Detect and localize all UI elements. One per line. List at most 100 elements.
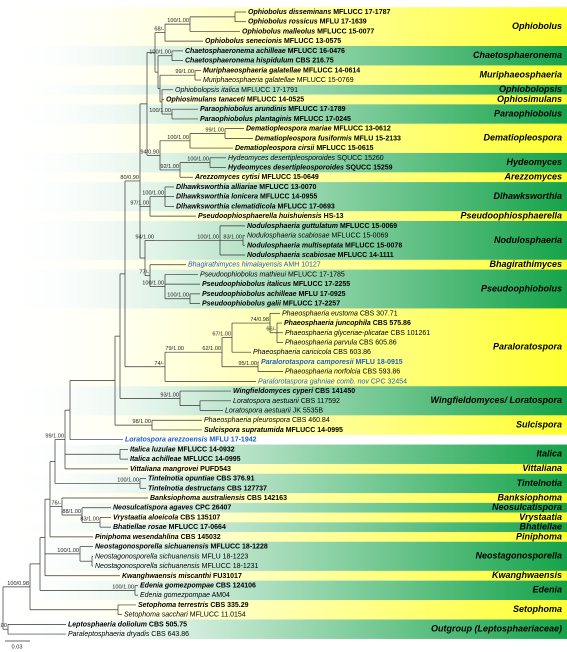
clade-label: Piniphoma xyxy=(516,531,562,541)
taxon-label: Ophiobolus malleolus MFLUCC 15-0077 xyxy=(242,28,374,35)
taxon-name: Phaeosphaeria parvula xyxy=(285,339,357,346)
taxon-strain: CBS 216.75 xyxy=(295,57,333,64)
taxon-strain: AMH 10127 xyxy=(284,262,321,269)
clade-label: Paraloratospora xyxy=(493,342,562,352)
taxon-name: Paralorotaspora camporesii xyxy=(261,359,355,366)
taxon-name: Dematiopleospora cirsii xyxy=(235,145,315,152)
support-value: 74/- xyxy=(154,361,164,367)
taxon-label: Nodulosphaeria scabiosae MFLUCC 14-1111 xyxy=(247,252,394,259)
support-value: 100/1.00 xyxy=(57,548,79,554)
clade-label: Pseudoophiosphaerella xyxy=(460,210,562,220)
clade-band xyxy=(0,211,567,221)
taxon-label: Dematiopleospora mariae MFLUCC 13-0612 xyxy=(246,125,391,132)
clade-label: Sulcispora xyxy=(516,419,562,429)
taxon-label: Nodulosphaeria multiseptata MFLUCC 15-00… xyxy=(247,242,402,249)
taxon-label: Banksiophoma australiensis CBS 142163 xyxy=(150,495,287,502)
taxon-strain: CBS 593.86 xyxy=(362,368,400,375)
taxon-label: Ophiobolus disseminans MFLUCC 17-1787 xyxy=(248,9,390,16)
taxon-label: Paralorotaspora gahniae comb. nov CPC 32… xyxy=(258,378,407,385)
taxon-name: Tintelnotia destructans xyxy=(148,485,225,492)
taxon-strain: MFLUCC 17-2257 xyxy=(283,300,340,307)
clade-band xyxy=(0,220,567,260)
support-value: 100/1.00 xyxy=(167,293,189,299)
taxon-label: Pseudoophiobolus mathieui MFLUCC 17-1785 xyxy=(200,271,345,278)
taxon-name: Setophoma sacchari xyxy=(124,611,188,618)
taxon-label: Loratospora aestuarii CBS 117592 xyxy=(233,398,340,405)
clade-label: Wingfieldomyces/ Loratospora xyxy=(431,395,562,405)
taxon-label: Phaeosphaeria parvula CBS 605.86 xyxy=(285,339,397,346)
taxon-name: Kwanghwaensis miscanthi xyxy=(122,573,212,580)
clade-label: Hydeomyces xyxy=(506,157,562,167)
support-value: 100/1.00 xyxy=(142,281,164,287)
clade-band xyxy=(0,386,567,416)
taxon-name: Ophiobolus rossicus xyxy=(248,19,318,26)
support-value: 66/- xyxy=(266,327,276,333)
clade-band xyxy=(0,532,567,542)
taxon-label: Dlhawksworthia lonicera MFLUCC 14-0955 xyxy=(176,194,317,201)
taxon-name: Neostagonosporella sichuanensis xyxy=(95,543,209,550)
clade-label: Bhatiellae xyxy=(519,522,562,532)
taxon-strain: MFLUCC 17-0664 xyxy=(169,524,226,531)
taxon-name: Vrystaatia aloeicola xyxy=(113,514,178,521)
taxon-label: Neostagonosporella sichuanensis MFLUCC 1… xyxy=(95,543,268,550)
taxon-strain: MFLUCC 17-1787 xyxy=(333,9,390,16)
taxon-strain: MFLUCC 17-1789 xyxy=(288,106,345,113)
taxon-name: Banksiophoma australiensis xyxy=(150,495,245,502)
taxon-strain: SQUCC 15259 xyxy=(346,164,393,171)
clade-band xyxy=(0,493,567,503)
support-value: 100/1.00 xyxy=(117,477,139,483)
taxon-label: Phaeosphaeria juncophila CBS 575.86 xyxy=(284,320,411,327)
taxon-label: Ophiobolus rossicus MFLU 17-1639 xyxy=(248,19,367,26)
taxon-name: Bhatiellae rosae xyxy=(113,524,167,531)
support-value: 74/0.98 xyxy=(250,317,269,323)
taxon-strain: MFLUCC 15-0077 xyxy=(317,28,374,35)
taxon-label: Setophoma sacchari MFLUCC 11.0154 xyxy=(124,611,246,618)
support-value: 97/1.00 xyxy=(130,200,149,206)
support-value: 79/1.00 xyxy=(165,346,184,352)
clade-band xyxy=(0,512,567,523)
taxon-strain: CBS 145032 xyxy=(181,534,221,541)
taxon-name: Sulcispora supratumida xyxy=(204,427,284,434)
taxon-strain: MFLUCC 18-1231 xyxy=(202,563,259,570)
taxon-strain: CBS 605.86 xyxy=(359,339,397,346)
taxon-name: Paraleptosphaeria dryadis xyxy=(68,631,150,638)
taxon-strain: MFLUCC 14-0525 xyxy=(247,96,304,103)
taxon-label: Wingfieldomyces cyperi CBS 141450 xyxy=(233,388,355,395)
taxon-strain: MFLUCC 17-2255 xyxy=(293,281,350,288)
taxon-strain: PUFD543 xyxy=(200,466,231,473)
clade-label: Bhagirathimyces xyxy=(489,259,562,269)
taxon-strain: MFLUCC 14-0614 xyxy=(303,67,360,74)
taxon-strain: MFLUCC 15-0649 xyxy=(262,174,319,181)
support-value: 68/- xyxy=(154,27,164,33)
taxon-name: Edenia gomezpompae xyxy=(140,592,210,599)
taxon-name: Hydeomyces desertipleosporoides xyxy=(228,164,344,171)
clade-label: Dlhawksworthia xyxy=(493,191,562,201)
taxon-label: Vittaliana mangrovei PUFD543 xyxy=(130,466,231,473)
clade-band xyxy=(0,580,567,601)
taxon-name: Phaeosphaeria pleurospora xyxy=(204,417,290,424)
clade-band xyxy=(0,619,567,639)
taxon-strain: CBS 141450 xyxy=(315,388,355,395)
taxon-label: Muriphaeosphaeria galatellae MFLUCC 14-0… xyxy=(203,67,360,74)
clade-band xyxy=(0,415,567,435)
taxon-name: Setophoma terrestris xyxy=(138,602,209,609)
taxon-strain: AM04 xyxy=(212,592,230,599)
taxon-name: Edenia gomezpompae xyxy=(140,582,214,589)
support-value: 99/1.00 xyxy=(45,433,64,439)
taxon-label: Leptosphaeria doliolum CBS 505.75 xyxy=(68,621,187,628)
taxon-label: Hydeomyces desertipleosporoides SQUCC 15… xyxy=(228,164,393,171)
taxon-strain: MFLU 17-0925 xyxy=(298,291,345,298)
taxon-name: Neosulcatispora agaves xyxy=(113,505,193,512)
taxon-name: Dlhawksworthia clematidicola xyxy=(176,203,276,210)
taxon-label: Phaeosphaeria norfolcia CBS 593.86 xyxy=(285,368,400,375)
taxon-label: Chaetosphaeronema hispidulum CBS 216.75 xyxy=(185,57,334,64)
taxon-strain: MFLUCC 11.0154 xyxy=(190,611,246,618)
taxon-name: Loratospora aestuarii xyxy=(225,407,291,414)
taxon-name: Neostagonosporella sichuanensis xyxy=(95,563,200,570)
taxon-label: Ophiobolopsis italica MFLUCC 17-1791 xyxy=(175,87,298,94)
taxon-label: Setophoma terrestris CBS 335.29 xyxy=(138,602,249,609)
clade-label: Setophoma xyxy=(513,604,562,614)
taxon-label: Neostagonosporella sichuanensis MFLUCC 1… xyxy=(95,563,259,570)
clade-label: Ophiobolus xyxy=(512,21,562,31)
taxon-name: Ophiosimulans tanaceti xyxy=(166,96,246,103)
